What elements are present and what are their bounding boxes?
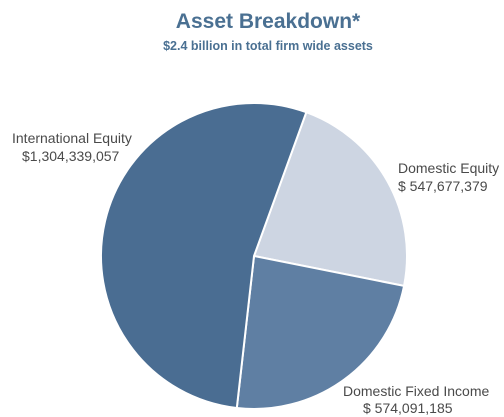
slice-label-name: International Equity (12, 130, 132, 146)
slice-label-name: Domestic Fixed Income (343, 383, 489, 399)
pie-slice-domestic-fixed-income (235, 254, 406, 410)
slice-label-domestic-equity: Domestic Equity $ 547,677,379 (398, 160, 499, 194)
slice-label-value: $1,304,339,057 (22, 148, 120, 164)
slice-label-value: $ 547,677,379 (398, 178, 488, 194)
slice-label-value: $ 574,091,185 (363, 400, 453, 416)
pie-slice-domestic-equity (252, 110, 408, 288)
slice-label-domestic-fixed-income: Domestic Fixed Income $ 574,091,185 (343, 383, 489, 416)
chart-title: Asset Breakdown* (176, 10, 361, 33)
pie-slice-international-equity (99, 102, 308, 410)
slice-label-international-equity: International Equity $1,304,339,057 (12, 130, 132, 164)
pie-slices (99, 102, 408, 410)
slice-label-name: Domestic Equity (398, 160, 499, 176)
chart-subtitle: $2.4 billion in total firm wide assets (163, 39, 373, 53)
